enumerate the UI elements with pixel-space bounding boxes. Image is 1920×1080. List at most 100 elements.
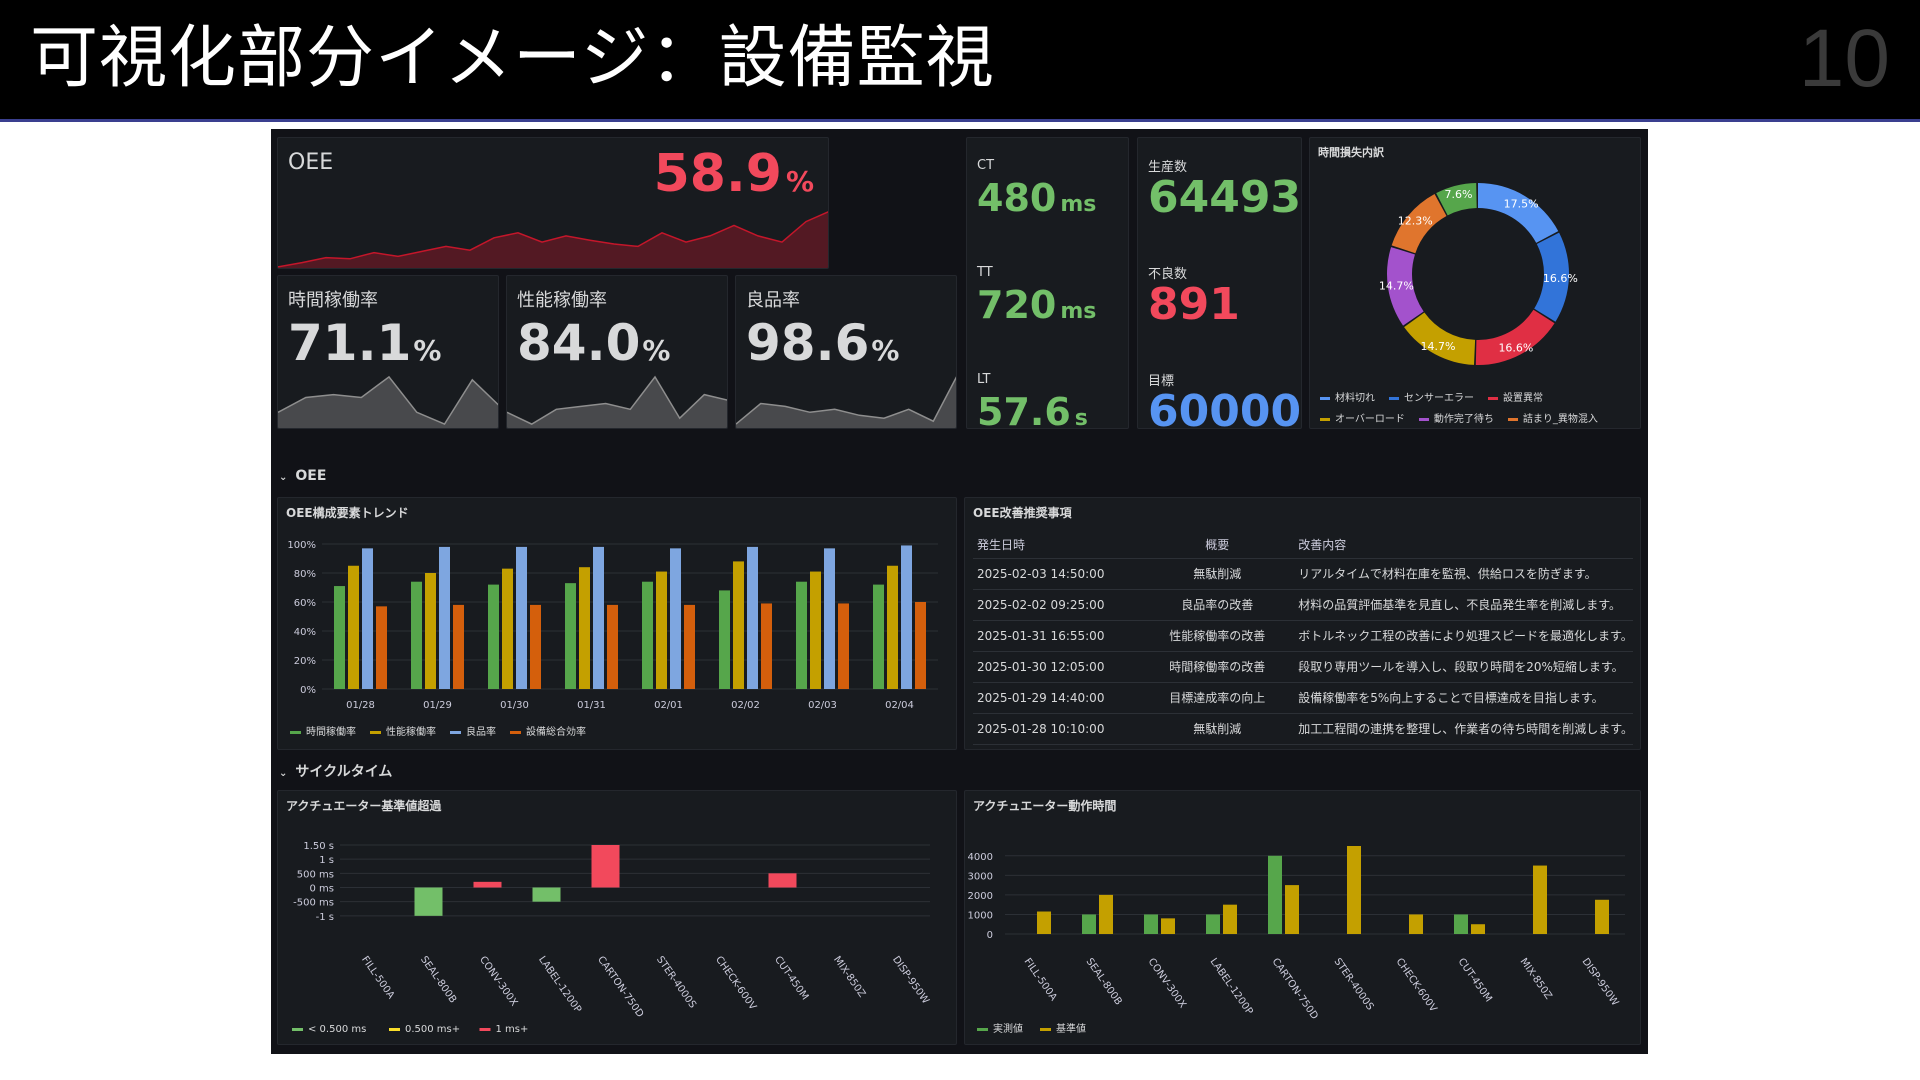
legend-label: 基準値	[1056, 1022, 1086, 1035]
kpi-value-number: 71.1	[288, 314, 412, 372]
bar	[376, 606, 387, 689]
cell-detail: リアルタイムで材料在庫を監視、供給ロスを防ぎます。	[1274, 558, 1633, 590]
bar	[915, 602, 926, 689]
bar	[530, 604, 541, 689]
table-row[interactable]: 2025-01-30 12:05:00 時間稼働率の改善 段取り専用ツールを導入し、…	[973, 651, 1633, 683]
table-row[interactable]: 2025-01-31 16:55:00 性能稼働率の改善 ボトルネック工程の改善によ…	[973, 620, 1633, 652]
ct-value-unit: ms	[1060, 192, 1097, 217]
x-tick-label: 01/30	[500, 700, 529, 711]
donut-slice	[1534, 232, 1569, 322]
y-tick-label: -500 ms	[293, 898, 334, 909]
x-tick-label: 01/29	[423, 700, 452, 711]
x-tick-label: 01/31	[577, 700, 606, 711]
oee-label: OEE	[288, 150, 334, 175]
kpi-value: 84.0%	[517, 314, 670, 372]
bar	[348, 565, 359, 689]
bar	[1471, 924, 1485, 934]
section-header-oee[interactable]: ⌄ OEE	[279, 468, 326, 484]
legend-swatch	[292, 1028, 303, 1031]
cell-datetime: 2025-01-31 16:55:00	[973, 620, 1157, 652]
legend-swatch	[977, 1028, 988, 1031]
time-loss-donut: 17.5% 16.6% 16.6% 14.7% 14.7% 12.3% 7.6%	[1379, 183, 1578, 365]
bar	[516, 546, 527, 689]
timing-panel[interactable]: CT 480 ms TT 720 ms LT 57.6 s	[966, 137, 1129, 429]
kpi-panel-time-availability[interactable]: 時間稼働率 71.1%	[277, 275, 499, 429]
section-header-cycle-time[interactable]: ⌄ サイクルタイム	[279, 761, 392, 781]
tt-value: 720 ms	[977, 283, 1096, 327]
legend-item[interactable]: 設置異常	[1488, 389, 1543, 404]
bar	[453, 604, 464, 689]
legend-label: < 0.500 ms	[308, 1024, 366, 1035]
legend-item[interactable]: 詰まり_異物混入	[1507, 410, 1598, 425]
oee-trend-panel[interactable]: OEE構成要素トレンド 100% 80% 60% 40% 20% 0% 01/28 01/29…	[277, 497, 957, 750]
cell-datetime: 2025-01-30 12:05:00	[973, 651, 1157, 683]
bar	[502, 568, 513, 689]
oee-value-unit: %	[785, 165, 814, 198]
legend-label: 設置異常	[1503, 393, 1543, 404]
cell-detail: 加工工程間の連携を整理し、作業者の待ち時間を削減します。	[1274, 713, 1633, 745]
production-panel[interactable]: 生産数 64493 不良数 891 目標 60000	[1137, 137, 1302, 429]
time-loss-panel[interactable]: 時間損失内訳 17.5% 16.6% 16.6% 14.7% 14.7% 12.3% 7.6…	[1309, 137, 1641, 429]
bar	[414, 887, 443, 916]
target-label: 目標	[1148, 374, 1175, 389]
donut-slice	[1475, 309, 1555, 365]
x-tick-label: LABEL-1200P	[536, 954, 583, 1015]
cell-summary: 無駄削減	[1156, 558, 1275, 590]
kpi-panel-quality[interactable]: 良品率 98.6%	[735, 275, 957, 429]
table-row[interactable]: 2025-02-03 14:50:00 無駄削減 リアルタイムで材料在庫を監視、供給…	[973, 558, 1633, 590]
oee-sparkline	[278, 211, 828, 268]
kpi-value: 71.1%	[288, 314, 441, 372]
x-tick-label: CARTON-750D	[595, 954, 645, 1019]
x-tick-label: SEAL-800B	[1084, 956, 1124, 1007]
ct-value-number: 480	[977, 176, 1057, 220]
legend-item[interactable]: 材料切れ	[1320, 389, 1375, 404]
bar	[565, 583, 576, 689]
actuator-time-chart: 4000 3000 2000 1000 0 FILL-500A SEAL-800B CONV-…	[968, 846, 1625, 1035]
x-tick-label: MIX-850Z	[831, 954, 867, 999]
slide-number: 10	[1798, 13, 1890, 104]
actuator-time-panel[interactable]: アクチュエーター動作時間 4000 3000 2000 1000 0 FILL-500A S…	[964, 790, 1641, 1045]
time-loss-title: 時間損失内訳	[1318, 146, 1384, 159]
legend-item[interactable]: オーバーロード	[1320, 410, 1405, 425]
x-tick-label: FILL-500A	[359, 954, 396, 1001]
legend-swatch	[1418, 417, 1429, 421]
bar	[439, 546, 450, 689]
bar	[761, 603, 772, 689]
x-tick-label: 01/28	[346, 700, 375, 711]
column-header-datetime[interactable]: 発生日時	[973, 532, 1157, 559]
table-row[interactable]: 2025-02-02 09:25:00 良品率の改善 材料の品質評価基準を見直し、不…	[973, 589, 1633, 621]
donut-slice-label: 14.7%	[1421, 340, 1456, 353]
column-header-summary[interactable]: 概要	[1156, 532, 1275, 559]
oee-panel[interactable]: OEE 58.9%	[277, 137, 829, 269]
bar	[362, 548, 373, 689]
bar	[1144, 914, 1158, 934]
legend-label: 時間稼働率	[306, 725, 356, 738]
bar	[1595, 899, 1609, 934]
sparkline-line	[507, 375, 727, 425]
y-tick-label: 4000	[968, 852, 993, 863]
x-tick-label: CONV-300X	[477, 954, 519, 1008]
x-tick-label: 02/02	[731, 700, 760, 711]
lt-value-number: 57.6	[977, 390, 1071, 429]
tt-label: TT	[977, 265, 993, 280]
slide-header: 可視化部分イメージ：設備監視 10	[0, 0, 1920, 122]
x-tick-label: DISP-950W	[1580, 956, 1621, 1008]
donut-slice-label: 12.3%	[1398, 214, 1433, 227]
cell-datetime: 2025-01-28 10:10:00	[973, 713, 1157, 745]
legend-label: 1 ms+	[496, 1024, 529, 1035]
tt-value-unit: ms	[1060, 299, 1097, 324]
actuator-threshold-panel[interactable]: アクチュエーター基準値超過 1.50 s 1 s 500 ms 0 ms -500 ms…	[277, 790, 957, 1045]
column-header-detail[interactable]: 改善内容	[1274, 532, 1633, 559]
legend-swatch	[1320, 396, 1330, 400]
improvements-panel[interactable]: OEE改善推奨事項 発生日時 概要 改善内容 2025-02-03 14:50:…	[964, 497, 1641, 750]
legend-item[interactable]: 動作完了待ち	[1418, 410, 1494, 425]
table-row[interactable]: 2025-01-29 14:40:00 目標達成率の向上 設備稼働率を5%向上するこ…	[973, 682, 1633, 714]
y-tick-label: 100%	[287, 540, 316, 551]
table-row[interactable]: 2025-01-28 10:10:00 無駄削減 加工工程間の連携を整理し、作業者の…	[973, 713, 1633, 745]
kpi-panel-performance[interactable]: 性能稼働率 84.0%	[506, 275, 728, 429]
bar	[593, 546, 604, 689]
production-count-value: 64493	[1148, 172, 1302, 223]
x-tick-label: CUT-450M	[1456, 956, 1494, 1004]
actuator-time-title: アクチュエーター動作時間	[973, 799, 1117, 813]
legend-item[interactable]: センサーエラー	[1389, 389, 1474, 404]
